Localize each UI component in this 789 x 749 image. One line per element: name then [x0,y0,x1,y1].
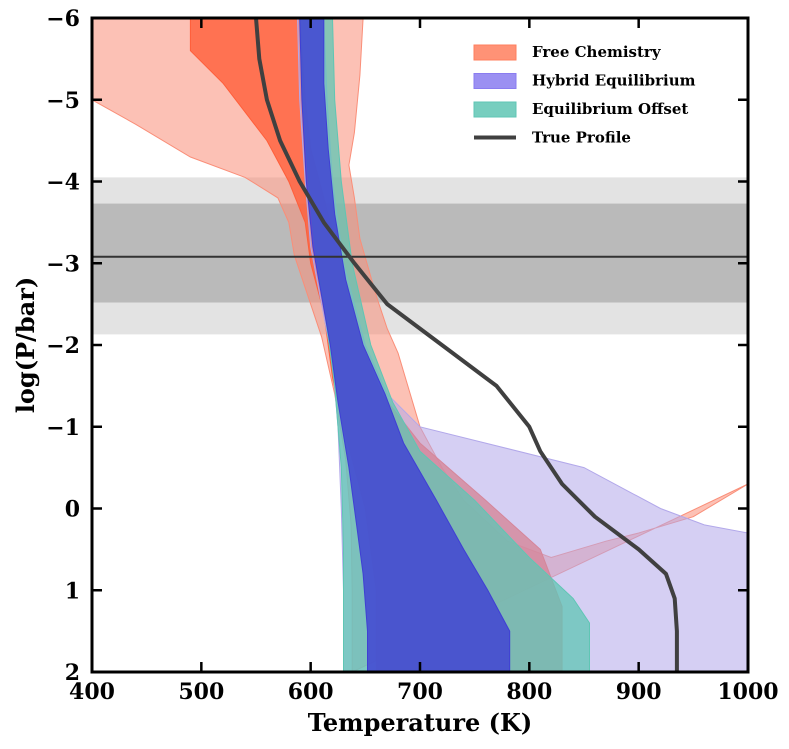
x-tick-label: 400 [69,679,115,705]
y-tick-label: 2 [65,660,80,686]
legend-label-hybrid-equilibrium: Hybrid Equilibrium [532,72,696,90]
legend-swatch-free-chemistry [473,44,517,61]
legend-label-true-profile: True Profile [532,129,631,147]
legend-swatch-equilibrium-offset [473,101,517,118]
y-tick-label: 1 [65,578,80,604]
x-axis-title: Temperature (K) [308,708,532,737]
x-tick-labels: 400 500 600 700 800 900 1000 [69,679,779,705]
x-tick-label: 500 [178,679,224,705]
y-tick-label: −4 [46,170,80,196]
y-tick-label: −2 [46,333,80,359]
x-tick-label: 800 [506,679,552,705]
x-tick-label: 600 [288,679,334,705]
y-axis-title: log(P/bar) [11,277,40,413]
legend-label-free-chemistry: Free Chemistry [532,43,662,61]
fill-layer [91,17,749,673]
plot-frame [90,16,750,674]
y-tick-labels: −6 −5 −4 −3 −2 −1 0 1 2 [46,6,80,686]
legend: Free Chemistry Hybrid Equilibrium Equilibr… [473,43,696,147]
line-layer [92,17,748,672]
y-tick-label: −1 [46,415,80,441]
x-tick-label: 900 [616,679,662,705]
y-tick-label: −6 [46,6,80,32]
x-tick-label: 700 [397,679,443,705]
y-tick-label: −5 [46,88,80,114]
y-tick-label: −3 [46,251,80,277]
retrieval-band-1 [92,203,748,303]
y-tick-label: 0 [65,497,80,523]
band-hybrid-equilibrium-inner [299,17,511,673]
series-true-profile [254,17,679,672]
x-tick-label: 1000 [717,679,778,705]
legend-swatch-hybrid-equilibrium [473,73,517,89]
legend-label-equilibrium-offset: Equilibrium Offset [532,100,688,118]
